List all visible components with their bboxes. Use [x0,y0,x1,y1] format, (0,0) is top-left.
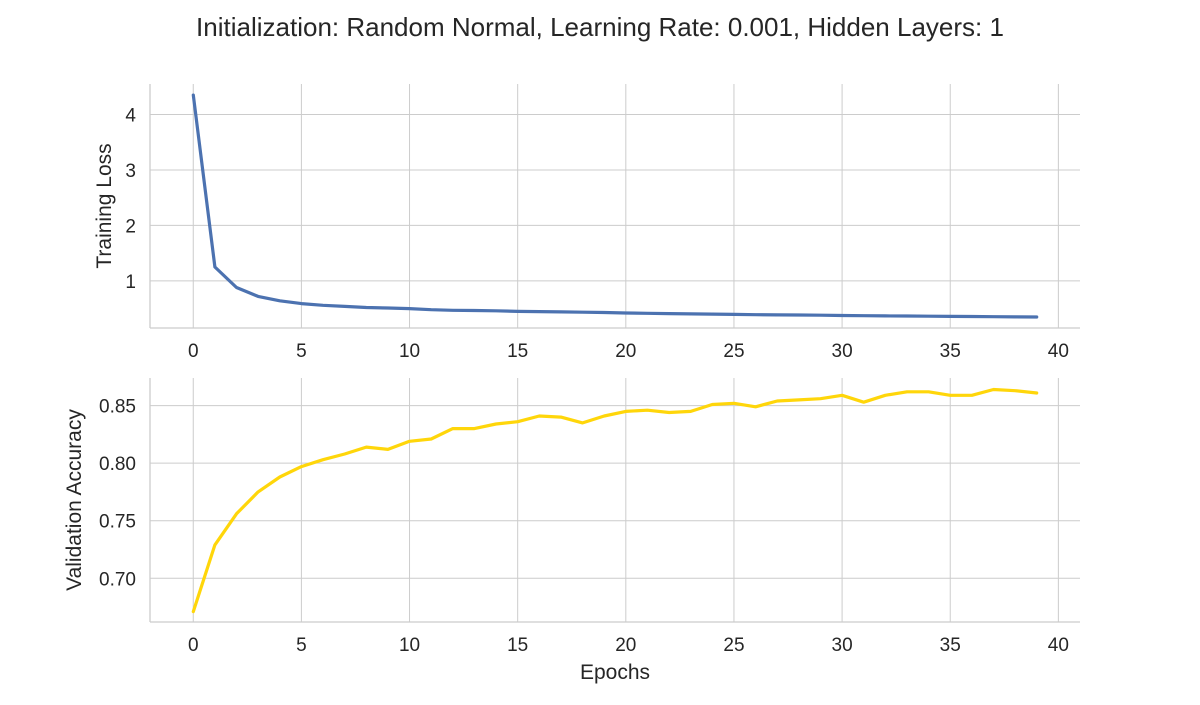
chart-title: Initialization: Random Normal, Learning … [196,12,1004,42]
y-tick-label: 0.85 [99,397,136,418]
x-tick-label: 25 [723,635,744,656]
x-tick-label: 15 [507,341,528,362]
x-tick-label: 5 [296,635,307,656]
x-tick-label: 5 [296,341,307,362]
y-tick-label: 0.80 [99,454,136,475]
training-loss-panel: 0 5 10 15 20 25 30 35 40 1 2 3 4 Training Loss [93,84,1080,362]
x-tick-label: 35 [940,341,961,362]
x-tick-label: 30 [832,341,853,362]
y-axis-label: Training Loss [93,143,116,268]
y-axis-label: Validation Accuracy [63,409,86,591]
y-tick-label: 3 [125,161,136,182]
validation-accuracy-panel: 0 5 10 15 20 25 30 35 40 0.70 0.75 0.80 0.85 Validati… [63,378,1080,684]
x-tick-label: 0 [188,341,199,362]
x-tick-label: 10 [399,635,420,656]
x-tick-label: 40 [1048,341,1069,362]
x-tick-label: 35 [940,635,961,656]
x-tick-label: 30 [832,635,853,656]
x-tick-label: 25 [723,341,744,362]
x-tick-label: 10 [399,341,420,362]
y-tick-label: 2 [125,216,136,237]
x-tick-label: 20 [615,635,636,656]
y-tick-label: 1 [125,272,136,293]
x-tick-label: 20 [615,341,636,362]
x-tick-label: 40 [1048,635,1069,656]
validation-accuracy-line [191,387,1039,614]
x-tick-label: 0 [188,635,199,656]
y-tick-label: 0.75 [99,512,136,533]
x-axis-label: Epochs [580,661,650,684]
y-tick-label: 0.70 [99,569,136,590]
y-tick-label: 4 [125,106,136,127]
x-tick-label: 15 [507,635,528,656]
training-loss-line [191,93,1039,319]
